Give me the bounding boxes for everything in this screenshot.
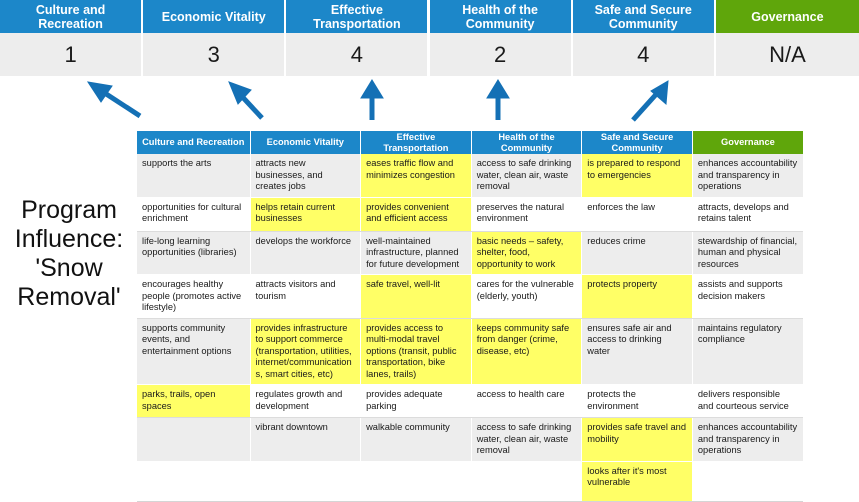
matrix-column-header: Safe and Secure Community <box>581 131 693 154</box>
matrix-cell: attracts visitors and tourism <box>250 274 362 319</box>
score-header-label: Health of the Community <box>429 0 573 33</box>
matrix-cell: develops the workforce <box>250 231 362 275</box>
matrix-cell: preserves the natural environment <box>471 197 583 232</box>
matrix-cell: supports community events, and entertain… <box>137 318 251 385</box>
score-column-5: Safe and Secure Community 4 <box>572 0 716 76</box>
score-column-4: Health of the Community 2 <box>429 0 573 76</box>
arrow-safe-secure-community <box>631 80 669 122</box>
matrix-column-header: Health of the Community <box>471 131 583 154</box>
matrix-cell: well-maintained infrastructure, planned … <box>360 231 472 275</box>
community-outcomes-matrix: Culture and Recreation Economic Vitality E… <box>137 131 803 502</box>
matrix-cell: opportunities for cultural enrichment <box>137 197 251 232</box>
table-row: supports the arts attracts new businesses… <box>137 154 803 198</box>
matrix-cell: keeps community safe from danger (crime,… <box>471 318 583 385</box>
matrix-column-header: Economic Vitality <box>250 131 362 154</box>
matrix-column-header: Governance <box>692 131 803 154</box>
matrix-body: supports the arts attracts new businesses… <box>137 154 803 502</box>
matrix-cell: provides adequate parking <box>360 384 472 418</box>
matrix-cell <box>471 461 583 502</box>
matrix-cell <box>692 461 803 502</box>
matrix-cell: protects property <box>581 274 693 319</box>
matrix-cell: provides safe travel and mobility <box>581 417 693 462</box>
arrow-economic-vitality <box>228 81 264 120</box>
matrix-cell: enhances accountability and transparency… <box>692 417 803 462</box>
score-value: 4 <box>572 33 716 76</box>
matrix-cell: access to safe drinking water, clean air… <box>471 417 583 462</box>
matrix-cell <box>137 417 251 462</box>
matrix-cell: safe travel, well-lit <box>360 274 472 319</box>
strategic-priority-score-band: Culture and Recreation 1 Economic Vitality… <box>0 0 859 76</box>
matrix-cell: supports the arts <box>137 154 251 198</box>
matrix-cell: regulates growth and development <box>250 384 362 418</box>
matrix-cell: enhances accountability and transparency… <box>692 154 803 198</box>
score-header-label: Governance <box>715 0 859 33</box>
matrix-cell: walkable community <box>360 417 472 462</box>
matrix-cell: cares for the vulnerable (elderly, youth… <box>471 274 583 319</box>
score-header-label: Effective Transportation <box>286 0 430 33</box>
table-row: life-long learning opportunities (librar… <box>137 231 803 275</box>
matrix-cell: stewardship of financial, human and phys… <box>692 231 803 275</box>
matrix-cell <box>250 461 362 502</box>
matrix-cell: parks, trails, open spaces <box>137 384 251 418</box>
score-column-6: Governance N/A <box>715 0 859 76</box>
matrix-column-header: Effective Transportation <box>360 131 472 154</box>
arrow-health-of-community <box>486 79 510 120</box>
score-header-label: Culture and Recreation <box>0 0 144 33</box>
matrix-cell <box>137 461 251 502</box>
matrix-cell: enforces the law <box>581 197 693 232</box>
score-column-3: Effective Transportation 4 <box>286 0 430 76</box>
score-column-2: Economic Vitality 3 <box>143 0 287 76</box>
caption-line-1: Program <box>21 196 117 224</box>
matrix-cell: provides convenient and efficient access <box>360 197 472 232</box>
matrix-cell: assists and supports decision makers <box>692 274 803 319</box>
matrix-cell: maintains regulatory compliance <box>692 318 803 385</box>
matrix-cell: access to health care <box>471 384 583 418</box>
matrix-cell: life-long learning opportunities (librar… <box>137 231 251 275</box>
matrix-cell: eases traffic flow and minimizes congest… <box>360 154 472 198</box>
table-row: vibrant downtown walkable community access… <box>137 417 803 462</box>
matrix-cell: ensures safe air and access to drinking … <box>581 318 693 385</box>
table-row: looks after it's most vulnerable <box>137 461 803 502</box>
table-row: opportunities for cultural enrichment hel… <box>137 197 803 232</box>
table-row: encourages healthy people (promotes acti… <box>137 274 803 319</box>
score-header-label: Safe and Secure Community <box>572 0 716 33</box>
score-value: 2 <box>429 33 573 76</box>
matrix-cell: attracts new businesses, and creates job… <box>250 154 362 198</box>
page-title: Program Influence: 'Snow Removal' <box>4 196 134 312</box>
matrix-cell: encourages healthy people (promotes acti… <box>137 274 251 319</box>
matrix-cell: access to safe drinking water, clean air… <box>471 154 583 198</box>
score-value: 4 <box>286 33 430 76</box>
arrow-culture-recreation <box>86 81 142 119</box>
score-header-label: Economic Vitality <box>143 0 287 33</box>
matrix-cell: basic needs – safety, shelter, food, opp… <box>471 231 583 275</box>
matrix-cell: reduces crime <box>581 231 693 275</box>
matrix-cell: protects the environment <box>581 384 693 418</box>
table-row: supports community events, and entertain… <box>137 318 803 385</box>
matrix-cell: delivers responsible and courteous servi… <box>692 384 803 418</box>
matrix-cell: helps retain current businesses <box>250 197 362 232</box>
caption-line-2: Influence: <box>14 225 124 253</box>
caption-line-4: Removal' <box>17 283 121 311</box>
matrix-cell: is prepared to respond to emergencies <box>581 154 693 198</box>
matrix-header-row: Culture and Recreation Economic Vitality E… <box>137 131 803 154</box>
matrix-cell: vibrant downtown <box>250 417 362 462</box>
caption-line-3: 'Snow <box>35 254 103 282</box>
arrow-layer <box>0 76 859 136</box>
score-value: 1 <box>0 33 144 76</box>
score-value: 3 <box>143 33 287 76</box>
matrix-cell: attracts, develops and retains talent <box>692 197 803 232</box>
matrix-column-header: Culture and Recreation <box>137 131 251 154</box>
matrix-cell: provides access to multi-modal travel op… <box>360 318 472 385</box>
matrix-cell <box>360 461 472 502</box>
score-value: N/A <box>715 33 859 76</box>
matrix-cell: provides infrastructure to support comme… <box>250 318 362 385</box>
table-row: parks, trails, open spaces regulates grow… <box>137 384 803 418</box>
arrow-effective-transportation <box>360 79 384 120</box>
matrix-cell: looks after it's most vulnerable <box>581 461 693 502</box>
score-column-1: Culture and Recreation 1 <box>0 0 144 76</box>
